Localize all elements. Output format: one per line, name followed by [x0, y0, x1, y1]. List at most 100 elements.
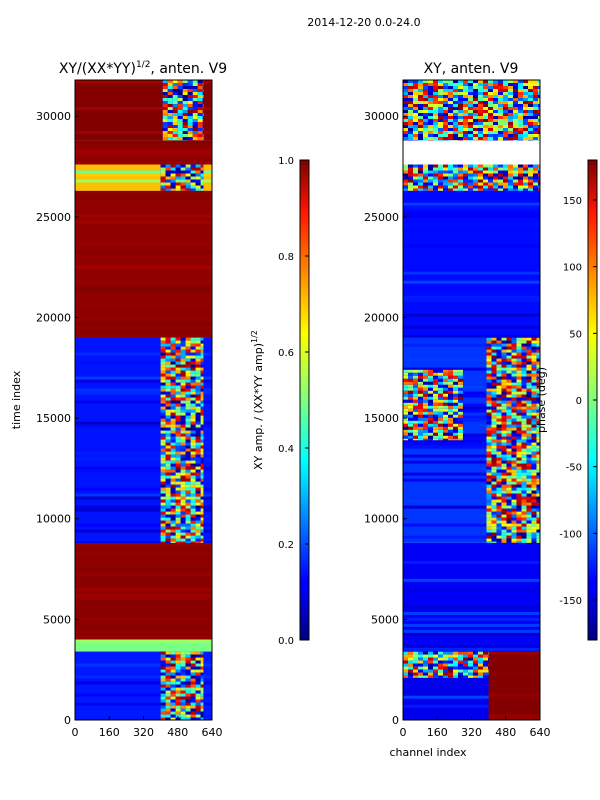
- amplitude-cell: [185, 469, 191, 473]
- phase-cell: [506, 337, 512, 341]
- phase-cell: [473, 128, 478, 131]
- amplitude-cell: [165, 379, 171, 383]
- phase-cell: [403, 617, 540, 621]
- phase-cell: [423, 423, 428, 427]
- phase-cell: [448, 384, 453, 388]
- amplitude-cell: [170, 532, 176, 536]
- phase-cell: [533, 185, 538, 189]
- phase-cell: [418, 414, 423, 418]
- amplitude-cell: [195, 179, 201, 183]
- phase-cell: [433, 122, 438, 125]
- phase-cell: [443, 164, 448, 168]
- phase-cell: [403, 205, 540, 209]
- phase-cell: [468, 89, 473, 92]
- phase-cell: [533, 119, 538, 122]
- phase-cell: [498, 125, 503, 128]
- phase-cell: [498, 131, 503, 134]
- phase-cell: [423, 107, 428, 110]
- phase-cell: [491, 454, 497, 458]
- amplitude-cell: [187, 95, 193, 98]
- amplitude-cell: [175, 526, 181, 530]
- phase-cell: [453, 657, 458, 661]
- amplitude-cell: [160, 460, 166, 464]
- amplitude-cell: [160, 469, 166, 473]
- amplitude-cell: [180, 687, 186, 691]
- phase-cell: [523, 176, 528, 180]
- phase-cell: [403, 387, 408, 391]
- amplitude-cell: [185, 373, 191, 377]
- amplitude-cell: [180, 532, 186, 536]
- phase-cell: [538, 92, 540, 95]
- phase-cell: [423, 405, 428, 409]
- phase-cell: [413, 134, 418, 137]
- phase-cell: [423, 116, 428, 119]
- phase-cell: [516, 379, 522, 383]
- amplitude-cell: [167, 131, 173, 134]
- phase-cell: [503, 134, 508, 137]
- phase-cell: [506, 493, 512, 497]
- amplitude-colorbar-tick-label: 0.6: [278, 348, 294, 359]
- phase-cell: [526, 337, 532, 341]
- phase-cell: [521, 337, 527, 341]
- phase-cell: [486, 517, 492, 521]
- phase-cell: [506, 469, 512, 473]
- phase-cell: [536, 403, 540, 407]
- amplitude-cell: [160, 660, 166, 664]
- phase-cell: [418, 98, 423, 101]
- amplitude-cell: [187, 116, 193, 119]
- phase-cell: [491, 508, 497, 512]
- amplitude-cell: [167, 125, 173, 128]
- phase-cell: [511, 385, 517, 389]
- amplitude-cell: [165, 669, 171, 673]
- phase-axes: 0 160 320 480 640050001000015000200002500030…: [364, 110, 551, 739]
- amplitude-cell: [185, 415, 191, 419]
- phase-cell: [448, 369, 453, 373]
- phase-cell: [501, 508, 507, 512]
- phase-cell: [458, 651, 463, 655]
- amplitude-cell: [167, 92, 173, 95]
- phase-cell: [513, 125, 518, 128]
- phase-cell: [468, 134, 473, 137]
- amplitude-cell: [190, 508, 196, 512]
- amplitude-cell: [75, 529, 212, 533]
- phase-cell: [403, 605, 540, 609]
- phase-cell: [403, 378, 408, 382]
- amplitude-cell: [170, 188, 176, 191]
- phase-cell: [438, 83, 443, 86]
- amplitude-cell: [167, 113, 173, 116]
- amplitude-cell: [175, 696, 181, 700]
- phase-cell: [536, 541, 540, 543]
- amplitude-cell: [165, 427, 171, 431]
- phase-cell: [501, 451, 507, 455]
- phase-cell: [531, 376, 537, 380]
- amplitude-cell: [175, 481, 181, 485]
- phase-cell: [511, 502, 517, 506]
- amplitude-cell: [160, 463, 166, 467]
- phase-cell: [538, 98, 540, 101]
- phase-cell: [438, 387, 443, 391]
- amplitude-cell: [200, 340, 204, 344]
- phase-cell: [443, 375, 448, 379]
- phase-cell: [418, 435, 423, 439]
- amplitude-cell: [170, 409, 176, 413]
- amplitude-cell: [165, 475, 171, 479]
- phase-cell: [498, 122, 503, 125]
- amplitude-colorbar-tick-label: 0.8: [278, 252, 294, 263]
- phase-cell: [443, 435, 448, 439]
- amplitude-cell: [160, 388, 166, 392]
- amplitude-cell: [180, 364, 186, 368]
- amplitude-cell: [185, 358, 191, 362]
- phase-cell: [503, 137, 508, 140]
- amplitude-cell: [200, 358, 204, 362]
- phase-cell: [526, 442, 532, 446]
- phase-cell: [503, 86, 508, 89]
- phase-cell: [448, 375, 453, 379]
- amplitude-cell: [190, 502, 196, 506]
- amplitude-cell: [200, 173, 204, 177]
- amplitude-cell: [170, 361, 176, 365]
- phase-cell: [408, 116, 413, 119]
- phase-cell: [438, 122, 443, 125]
- phase-cell: [491, 397, 497, 401]
- phase-cell: [531, 355, 537, 359]
- phase-cell: [453, 137, 458, 140]
